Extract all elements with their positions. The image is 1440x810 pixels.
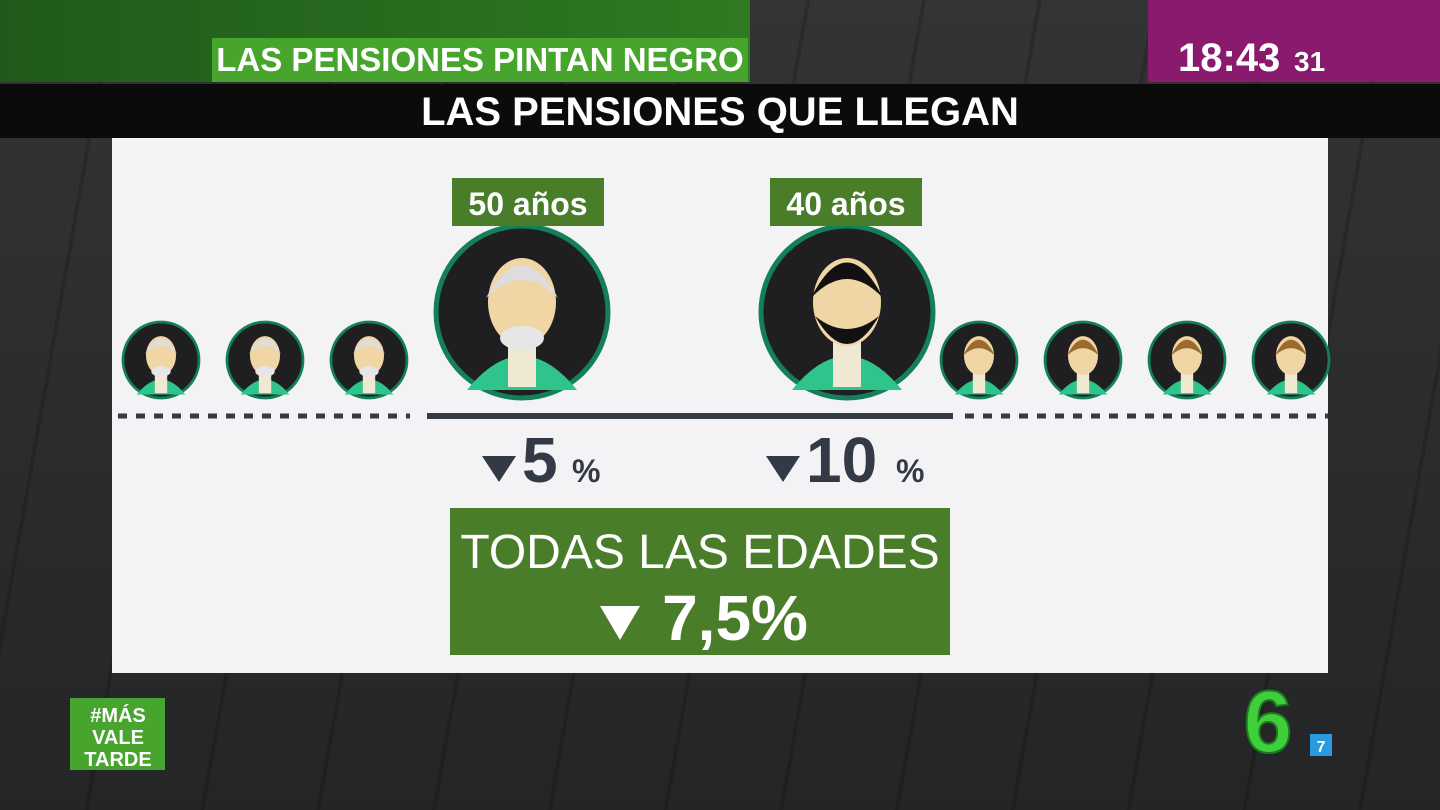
show-logo-text: TARDE [84,749,151,771]
age-label: 50 años [468,186,587,222]
channel-badge [1310,734,1332,756]
show-logo-text: VALE [92,727,144,749]
drop-unit: % [572,453,600,489]
age-box [452,178,604,226]
show-logo [70,698,165,770]
avatar-part [486,265,558,298]
avatar-part [972,371,986,394]
avatar-part [1275,339,1307,356]
channel-badge-text: 7 [1317,739,1326,756]
clock-time: 18:43 [1178,36,1281,80]
avatar-part [359,366,379,377]
avatar-part [1180,371,1194,394]
avatar-part [258,371,272,394]
drop-value: 10 [806,424,877,496]
down-arrow [482,456,516,482]
clock-seconds: 31 [1294,46,1326,77]
down-arrow [766,456,800,482]
summary-box [450,508,950,655]
down-arrow [600,606,640,640]
avatar-part [1067,339,1099,356]
summary-drop: 7,5% [662,582,808,654]
avatar-part [255,366,275,377]
avatar-part [362,371,376,394]
avatar-part [1284,371,1298,394]
drop-value: 5 [522,424,558,496]
channel-logo: 6 [1244,672,1293,771]
avatar-part [145,339,177,354]
avatar-part [1171,339,1203,356]
avatar-part [353,339,385,354]
avatar-part [154,371,168,394]
clock: 18:43 31 [1148,0,1440,82]
title: LAS PENSIONES QUE LLEGAN [0,84,1440,138]
age-box [770,178,922,226]
avatar-part [151,366,171,377]
summary-label: TODAS LAS EDADES [460,526,939,579]
avatar-part [249,339,281,354]
avatar-part [1076,371,1090,394]
program-tag: LAS PENSIONES PINTAN NEGRO [212,38,748,82]
avatar-part [963,339,995,356]
drop-unit: % [896,453,924,489]
age-label: 40 años [786,186,905,222]
show-logo-text: #MÁS [90,704,146,727]
avatar-part [500,326,544,350]
avatar-part [811,262,883,298]
avatar-part [815,316,879,344]
